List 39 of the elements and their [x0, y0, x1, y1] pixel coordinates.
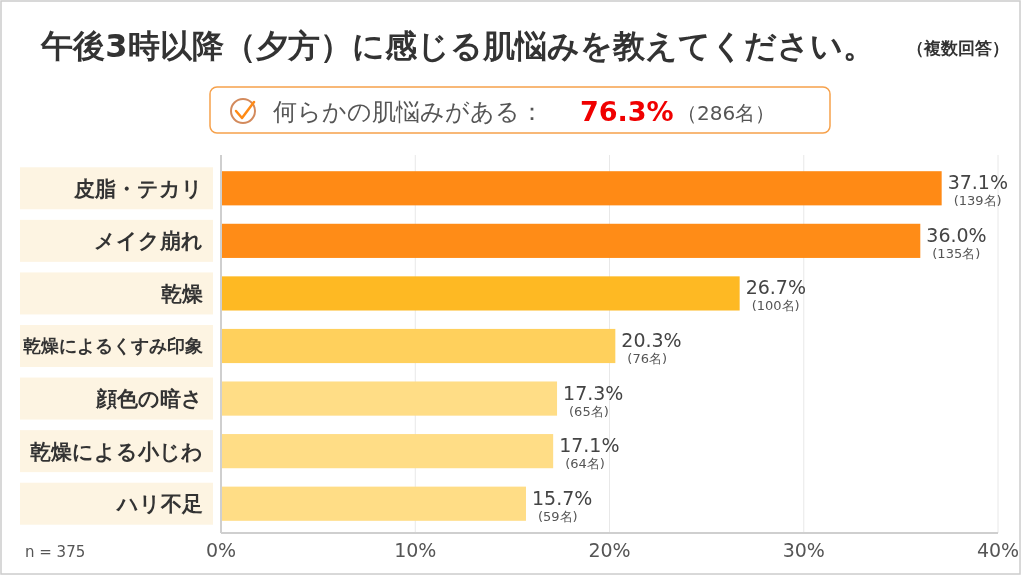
y-tick-label: 乾燥によるくすみ印象 — [23, 335, 203, 357]
bar — [221, 171, 942, 206]
data-label: 36.0% — [926, 223, 987, 246]
annotation: (59名) — [537, 508, 578, 524]
x-tick-label: 20% — [588, 539, 631, 561]
bar — [221, 223, 921, 258]
annotation: (76名) — [627, 351, 668, 366]
y-tick-label: 顔色の暗さ — [95, 387, 203, 412]
annotation: (64名) — [565, 456, 605, 472]
x-tick-label: 30% — [782, 539, 825, 561]
bar — [221, 328, 616, 364]
text: 何らかの肌悩みがある： — [273, 98, 544, 126]
y-tick-label: 皮脂・テカリ — [73, 176, 203, 201]
annotation: (139名) — [953, 193, 1002, 209]
chart-subtitle: （複数回答） — [907, 38, 1009, 58]
data-label: 20.3% — [621, 329, 682, 351]
data-label: 17.3% — [563, 381, 624, 404]
y-tick-label: メイク崩れ — [94, 229, 203, 254]
data-label: 37.1% — [947, 171, 1009, 194]
x-tick-label: 10% — [394, 539, 437, 561]
bar — [221, 381, 558, 416]
text: （286名） — [677, 101, 776, 125]
x-tick-label: 0% — [205, 539, 237, 561]
annotation: (65名) — [569, 403, 609, 419]
y-tick-label: 乾燥による小じわ — [30, 439, 203, 464]
bar — [221, 276, 740, 311]
data-label: 26.7% — [745, 276, 807, 299]
data-label: 17.1% — [559, 434, 620, 457]
chart-title: 午後3時以降（夕方）に感じる肌悩みを教えてください。 — [40, 27, 875, 65]
y-tick-label: ハリ不足 — [115, 492, 203, 517]
data-label: 15.7% — [531, 486, 593, 509]
annotation: (100名) — [751, 298, 800, 314]
bar — [221, 434, 554, 469]
text: 76.3% — [580, 96, 674, 127]
bar — [221, 486, 526, 521]
text: n = 375 — [25, 543, 86, 561]
y-tick-label: 乾燥 — [161, 281, 203, 306]
x-tick-label: 40% — [976, 539, 1020, 561]
annotation: (135名) — [932, 245, 981, 261]
